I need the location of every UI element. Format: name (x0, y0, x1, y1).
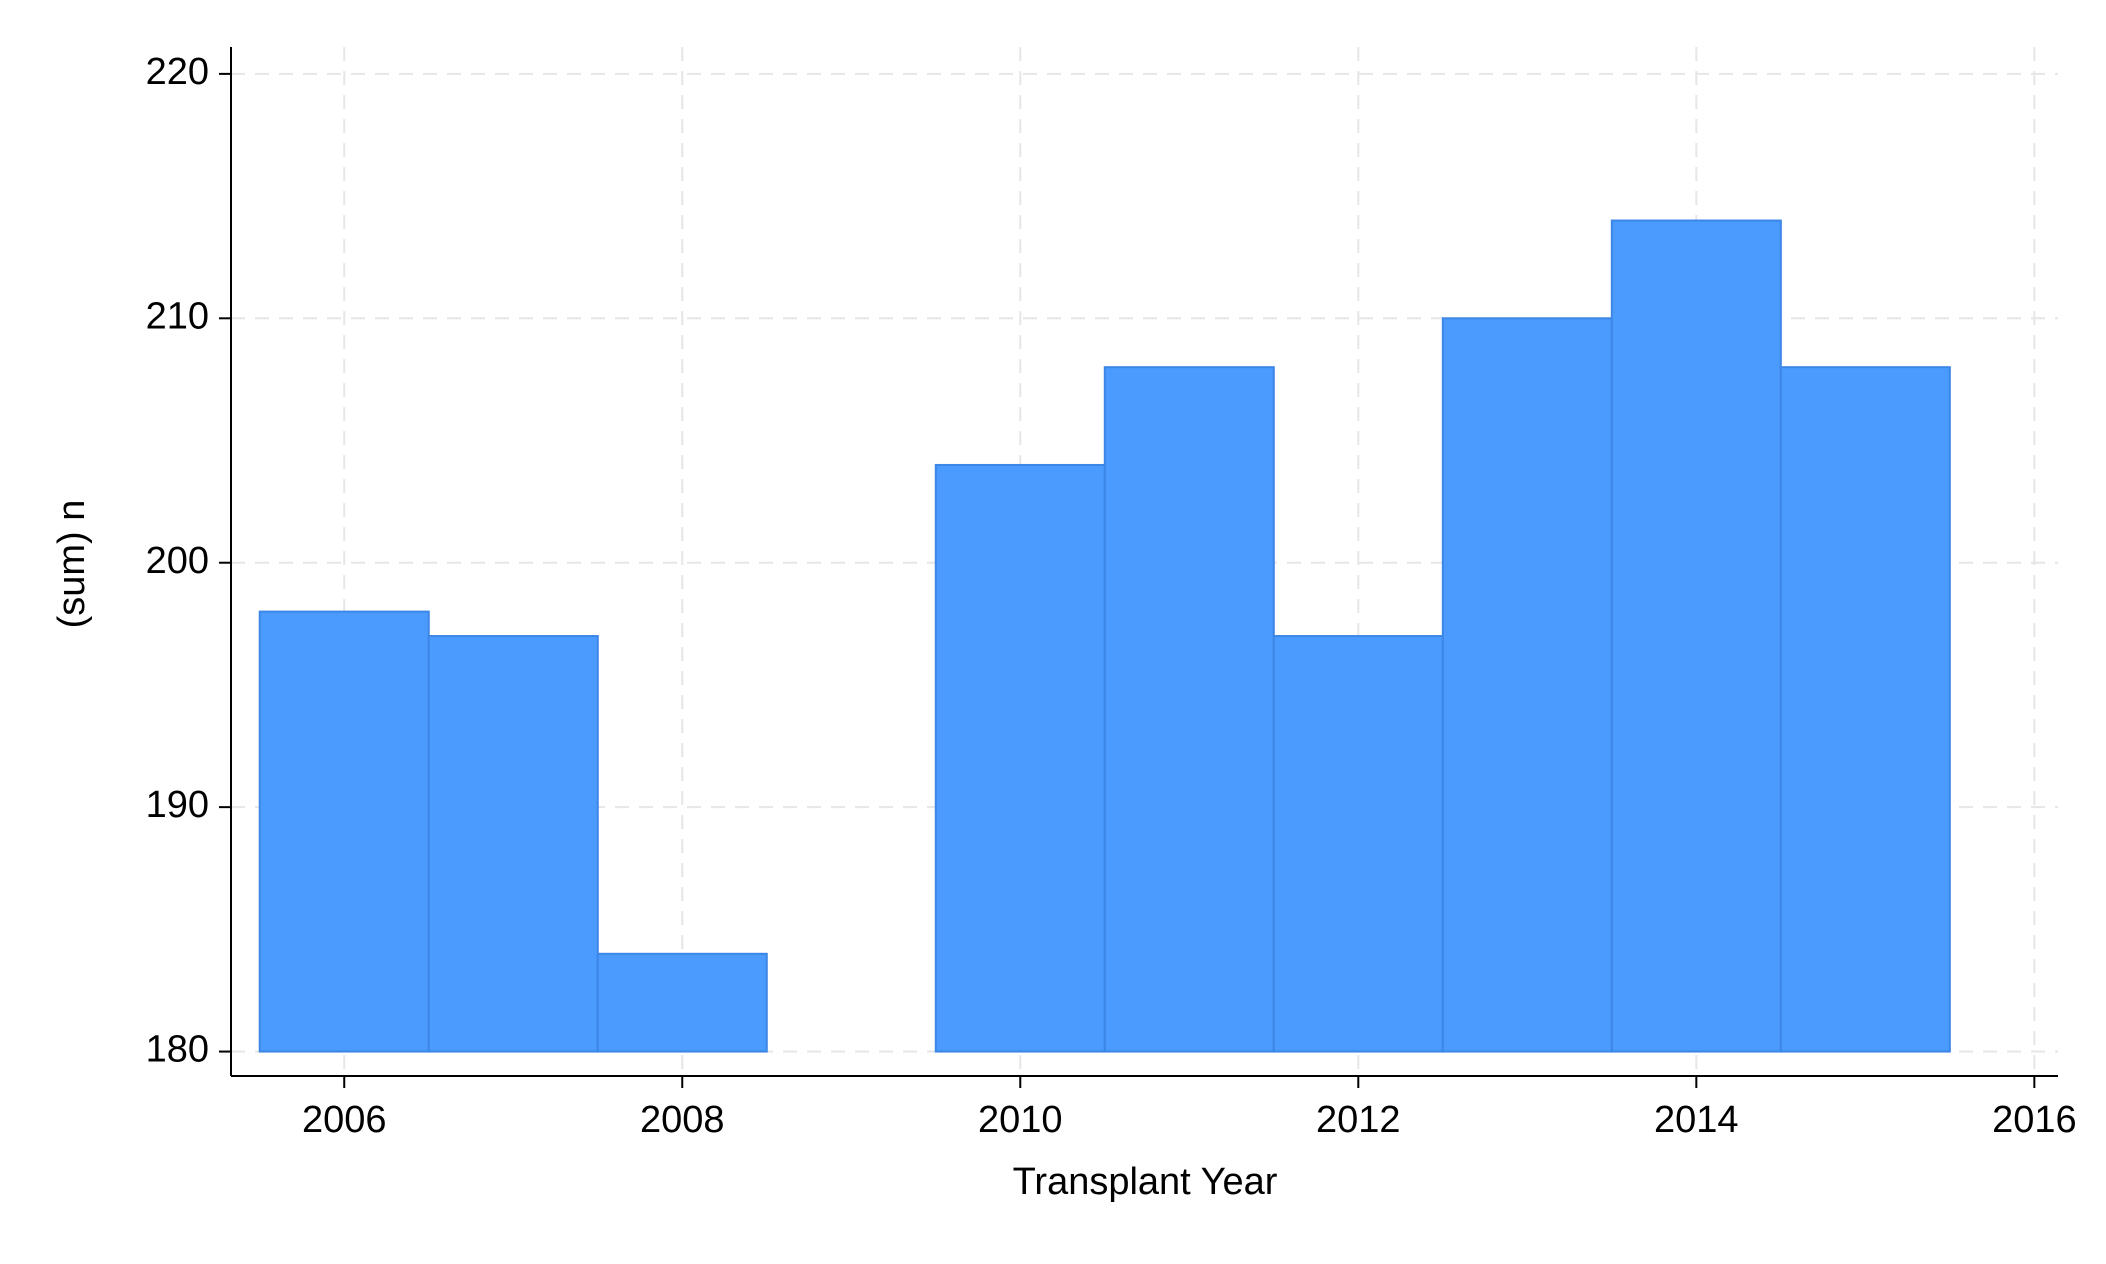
y-tick-label: 220 (146, 51, 209, 93)
y-tick-label: 210 (146, 295, 209, 337)
bar (1779, 366, 1951, 1053)
y-tick-label: 190 (146, 784, 209, 826)
x-tick-label: 2008 (640, 1099, 725, 1141)
bar (258, 610, 430, 1053)
bar (1272, 635, 1444, 1053)
y-axis-title: (sum) n (51, 500, 93, 629)
bar (1103, 366, 1275, 1053)
x-tick-label: 2010 (978, 1099, 1063, 1141)
bar (596, 952, 768, 1053)
y-tick-label: 200 (146, 540, 209, 582)
x-tick-label: 2006 (302, 1099, 387, 1141)
bar (427, 635, 599, 1053)
y-tick-label: 180 (146, 1029, 209, 1071)
bar (1441, 317, 1613, 1053)
x-axis-title: Transplant Year (1013, 1161, 1278, 1203)
x-tick-label: 2016 (1992, 1099, 2077, 1141)
x-tick-label: 2014 (1654, 1099, 1739, 1141)
bar (934, 463, 1106, 1053)
bar (1610, 219, 1782, 1053)
x-tick-label: 2012 (1316, 1099, 1401, 1141)
